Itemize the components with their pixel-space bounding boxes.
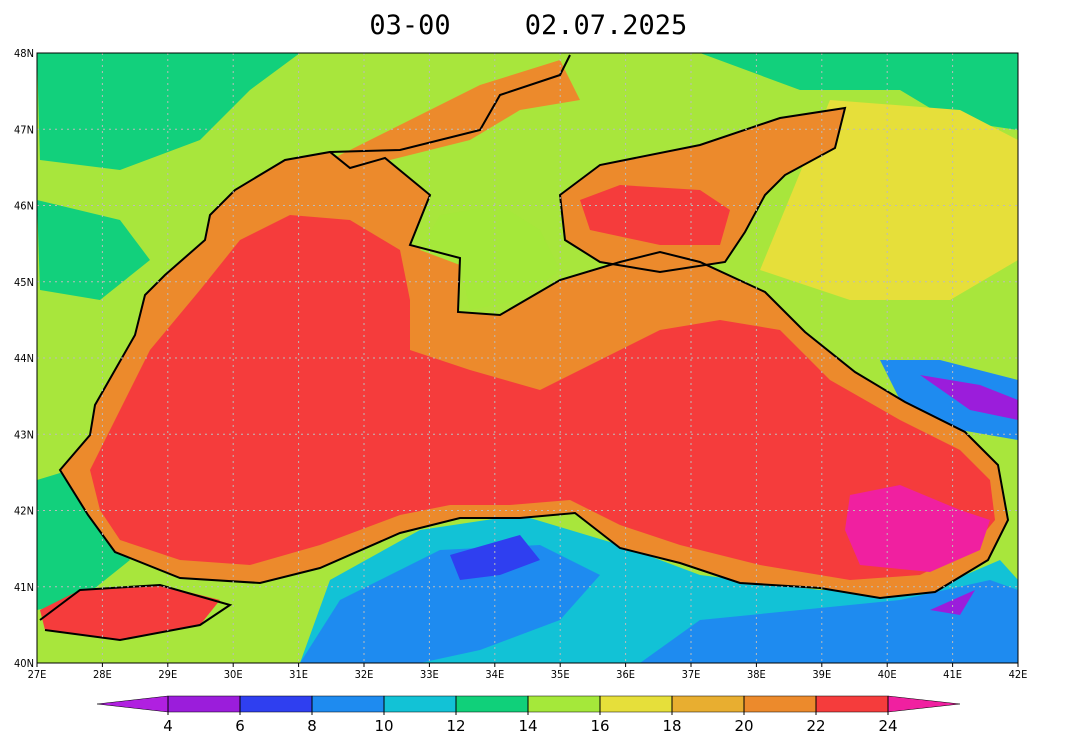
lat-label: 48N <box>14 47 34 60</box>
sea-hot <box>90 215 995 580</box>
colorbar-over <box>887 695 961 713</box>
colorbar-segment <box>671 695 745 713</box>
lon-label: 27E <box>28 668 47 681</box>
lon-label: 40E <box>878 668 897 681</box>
title-date: 02.07.2025 <box>525 10 688 41</box>
field-region <box>880 360 1018 440</box>
colorbar-label: 20 <box>734 717 753 735</box>
colorbar-segment <box>527 695 601 713</box>
colorbar-label: 4 <box>163 717 173 735</box>
colorbar-label: 8 <box>307 717 317 735</box>
field-region <box>300 545 600 663</box>
lon-label: 32E <box>355 668 374 681</box>
colorbar-under <box>96 695 169 713</box>
sea-hot <box>580 185 730 245</box>
colorbar-segment <box>311 695 385 713</box>
field-region <box>330 60 580 170</box>
sea-hottest <box>845 485 990 572</box>
field-region <box>920 375 1018 420</box>
colorbar-label: 22 <box>806 717 825 735</box>
lat-label: 40N <box>14 657 34 670</box>
colorbar-segment <box>743 695 817 713</box>
lon-label: 33E <box>420 668 439 681</box>
lat-label: 47N <box>14 123 34 136</box>
colorbar-label: 10 <box>374 717 393 735</box>
lon-label: 39E <box>812 668 831 681</box>
lat-label: 42N <box>14 505 34 518</box>
lon-label: 41E <box>943 668 962 681</box>
colorbar: 4 6 8 10 12 14 16 18 20 22 24 <box>96 695 961 735</box>
field-region <box>37 470 130 610</box>
lon-label: 28E <box>93 668 112 681</box>
lat-label: 44N <box>14 352 34 365</box>
lon-label: 38E <box>747 668 766 681</box>
colorbar-label: 24 <box>878 717 897 735</box>
field-region <box>930 590 975 615</box>
lon-label: 42E <box>1009 668 1028 681</box>
colorbar-label: 12 <box>446 717 465 735</box>
lon-label: 30E <box>224 668 243 681</box>
lat-label: 41N <box>14 581 34 594</box>
lat-label: 46N <box>14 200 34 213</box>
map <box>36 52 1019 664</box>
lon-label: 29E <box>158 668 177 681</box>
colorbar-segment <box>239 695 313 713</box>
colorbar-label: 14 <box>518 717 537 735</box>
map-frame <box>36 52 1019 664</box>
colorbar-label: 6 <box>235 717 245 735</box>
colorbar-segment <box>599 695 673 713</box>
coastline-azov <box>558 106 847 274</box>
marmara-sea <box>40 585 220 640</box>
colorbar-segment <box>815 695 889 713</box>
colorbar-segment <box>455 695 529 713</box>
colorbar-label: 16 <box>590 717 609 735</box>
field-region <box>37 53 300 170</box>
field-region <box>37 200 150 300</box>
river-coast <box>329 54 571 153</box>
lon-label: 36E <box>616 668 635 681</box>
axes: 27E 28E 29E 30E 31E 32E 33E 34E 35E 36E 37E 38E 39E 4… <box>14 47 1027 681</box>
lon-label: 31E <box>289 668 308 681</box>
coastline-black-sea <box>58 150 1010 600</box>
lon-label: 35E <box>551 668 570 681</box>
title-time: 03-00 <box>369 10 450 41</box>
graticule <box>37 53 1018 663</box>
colorbar-segment <box>383 695 457 713</box>
coastline <box>39 54 1010 642</box>
lon-label: 37E <box>682 668 701 681</box>
colorbar-label: 18 <box>662 717 681 735</box>
lat-label: 45N <box>14 276 34 289</box>
lon-label: 34E <box>485 668 504 681</box>
colorbar-segment <box>167 695 241 713</box>
lat-label: 43N <box>14 428 34 441</box>
crimea-land <box>420 205 560 310</box>
field-region <box>640 580 1018 663</box>
coastline-marmara <box>39 583 233 642</box>
